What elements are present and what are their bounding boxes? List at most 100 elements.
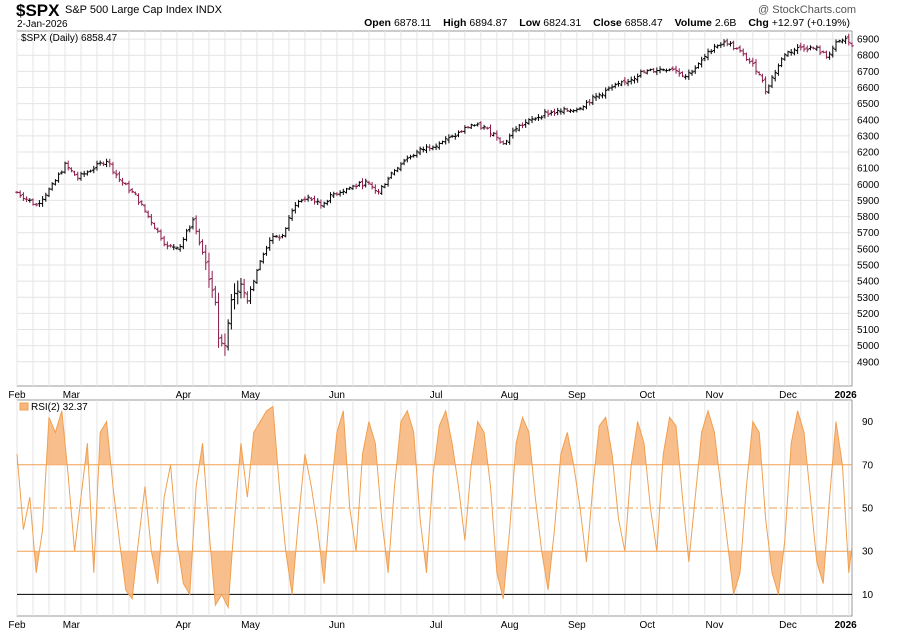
- rsi-y-tick-label: 30: [862, 547, 874, 558]
- price-bar: [789, 49, 794, 56]
- price-month-label: Sep: [568, 390, 586, 401]
- price-bar: [24, 196, 29, 203]
- price-bar: [328, 192, 333, 204]
- price-bar: [408, 154, 413, 160]
- price-bar: [18, 190, 22, 198]
- price-y-tick-label: 5900: [857, 196, 880, 207]
- price-bar: [850, 42, 854, 48]
- price-y-tick-label: 5400: [857, 277, 880, 288]
- price-bar: [277, 234, 282, 241]
- price-bar: [600, 92, 605, 99]
- price-bar: [287, 215, 291, 232]
- price-month-label: Jun: [329, 390, 345, 401]
- price-bar: [379, 185, 384, 195]
- price-bar: [75, 171, 80, 181]
- price-bar: [120, 177, 125, 186]
- price-y-tick-label: 5300: [857, 293, 880, 304]
- price-bar: [210, 270, 214, 298]
- price-bar: [216, 292, 221, 348]
- price-bar: [597, 92, 602, 100]
- price-bar: [261, 252, 266, 264]
- price-bar: [405, 155, 410, 163]
- price-bar: [290, 208, 294, 221]
- price-bar: [818, 45, 822, 56]
- price-bar: [191, 217, 195, 230]
- rsi-y-tick-label: 10: [862, 590, 874, 601]
- price-y-tick-label: 5500: [857, 260, 880, 271]
- price-bar: [360, 178, 365, 190]
- price-bar: [469, 123, 474, 129]
- rsi-month-label: Aug: [501, 620, 519, 631]
- price-bar: [242, 278, 246, 299]
- price-y-tick-label: 5200: [857, 309, 880, 320]
- price-bar: [341, 188, 346, 195]
- price-bar: [677, 68, 682, 77]
- price-bar: [591, 94, 595, 106]
- chart-date: 2-Jan-2026: [17, 19, 68, 30]
- rsi-y-tick-label: 50: [862, 504, 874, 515]
- price-bar: [85, 170, 90, 176]
- price-bar: [357, 181, 362, 187]
- price-y-tick-label: 4900: [857, 357, 880, 368]
- price-bar: [376, 188, 381, 195]
- price-bar: [581, 105, 586, 111]
- price-bar: [306, 194, 310, 202]
- price-bar: [98, 160, 102, 166]
- price-bar: [754, 59, 758, 75]
- price-y-tick-label: 5700: [857, 228, 880, 239]
- price-bar: [549, 110, 554, 116]
- price-bar: [783, 53, 787, 61]
- price-y-tick-label: 6000: [857, 180, 880, 191]
- price-bar: [735, 47, 739, 50]
- price-bar: [539, 115, 544, 120]
- high-label: High: [443, 17, 467, 29]
- close-value: 6858.47: [624, 17, 663, 29]
- price-bar: [639, 69, 643, 78]
- price-bar: [347, 186, 352, 190]
- rsi-month-label: Jun: [329, 620, 345, 631]
- price-bar: [488, 124, 493, 138]
- price-bar: [799, 42, 803, 51]
- price-y-tick-label: 5100: [857, 325, 880, 336]
- price-bar: [251, 279, 256, 292]
- price-bar: [418, 146, 422, 156]
- rsi-month-label: May: [241, 620, 260, 631]
- price-bar: [792, 47, 797, 56]
- price-bar: [847, 33, 851, 46]
- price-bar: [491, 132, 496, 137]
- price-bar: [114, 169, 118, 179]
- price-bar: [421, 146, 426, 153]
- price-bar: [594, 93, 598, 101]
- chg-label: Chg: [748, 17, 769, 29]
- price-bar: [751, 57, 755, 67]
- price-bar: [325, 199, 330, 206]
- chg-value: +12.97 (+0.19%): [771, 17, 850, 29]
- price-bar: [104, 158, 109, 168]
- price-bar: [235, 280, 240, 305]
- price-bar: [527, 118, 531, 125]
- rsi-month-label: Oct: [639, 620, 655, 631]
- volume-value: 2.6B: [714, 17, 737, 29]
- price-bar: [760, 73, 765, 83]
- price-bar: [786, 50, 790, 57]
- price-bar: [152, 222, 157, 230]
- price-bar: [223, 333, 227, 356]
- price-bar: [187, 225, 192, 233]
- open-label: Open: [364, 17, 391, 29]
- price-bar: [309, 196, 314, 202]
- price-panel-frame: [16, 30, 853, 387]
- price-bar: [773, 69, 778, 82]
- price-bar: [434, 143, 438, 151]
- rsi-month-label: Feb: [8, 620, 26, 631]
- index-full-name: S&P 500 Large Cap Index: [65, 4, 193, 16]
- price-bar: [728, 41, 733, 47]
- price-bar: [133, 191, 138, 196]
- price-bar: [552, 108, 557, 117]
- price-bar: [827, 51, 832, 60]
- price-bar: [363, 178, 368, 188]
- price-bar: [514, 126, 518, 133]
- price-bar: [226, 319, 230, 351]
- price-bar: [616, 80, 621, 87]
- rsi-month-label: Apr: [176, 620, 192, 631]
- ohlc-readout: Open 6878.11 High 6894.87 Low 6824.31 Close…: [364, 17, 850, 29]
